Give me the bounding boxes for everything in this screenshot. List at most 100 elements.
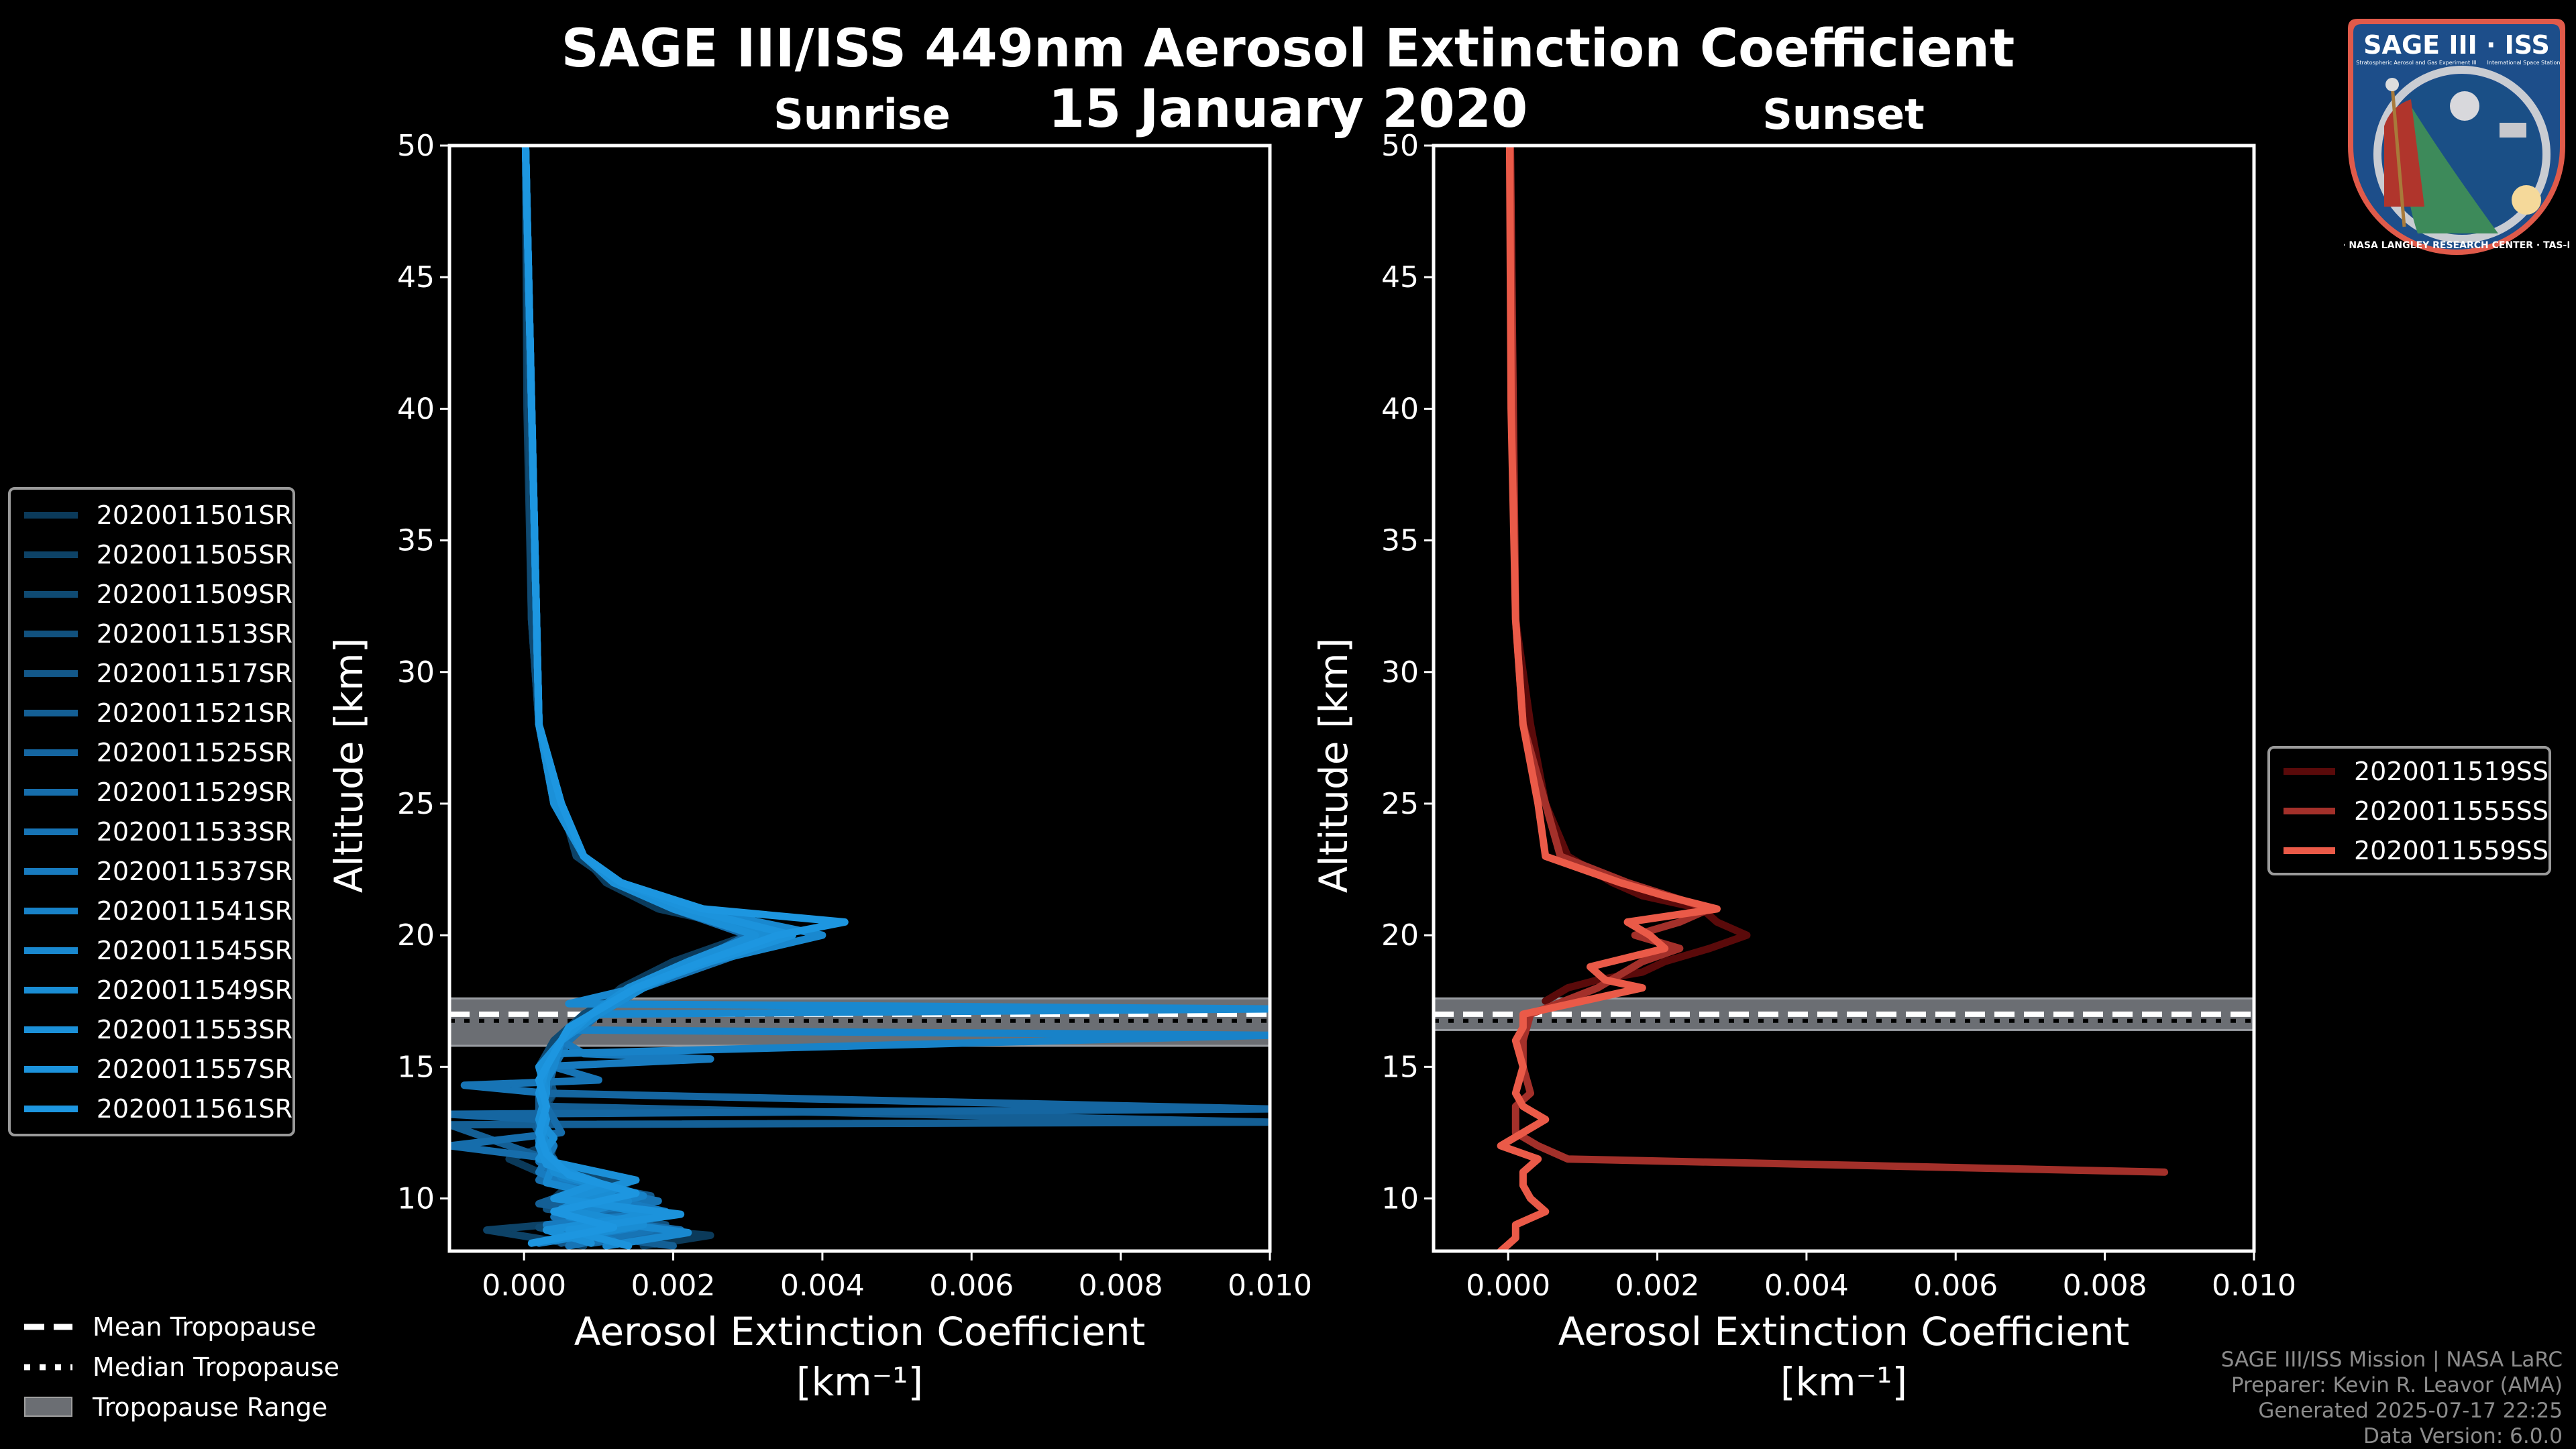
legend-label: 2020011525SR [96,737,292,767]
legend-line-swatch [24,867,78,875]
legend-label: 2020011541SR [96,896,292,926]
logo-ring-text: BALL · NASA LANGLEY RESEARCH CENTER · TA… [2344,240,2569,251]
legend-line-swatch [2284,807,2335,814]
legend-item-2020011519SS: 2020011519SS [2270,751,2548,791]
sage-iii-iss-logo: SAGE III · ISS Stratospheric Aerosol and… [2344,19,2569,255]
credit-generated: Generated 2025-07-17 22:25 [2258,1399,2563,1423]
sunrise-legend: 2020011501SR 2020011505SR 2020011509SR 2020… [8,487,295,1136]
x-tick-label: 0.010 [2212,1269,2296,1303]
x-axis-label: Aerosol Extinction Coefficient [1558,1309,2130,1354]
series-line-2020011525SR [449,146,1270,1244]
panel-title-sunrise: Sunrise [773,90,951,139]
legend-label: 2020011545SR [96,935,292,965]
legend-item-2020011521SR: 2020011521SR [11,693,292,733]
y-tick-label: 10 [397,1182,435,1216]
series-line-2020011519SS [1507,146,1751,1005]
legend-item-2020011525SR: 2020011525SR [11,733,292,772]
x-tick-label: 0.010 [1228,1269,1312,1303]
x-tick-label: 0.006 [1913,1269,1998,1303]
y-tick-label: 35 [1381,524,1419,558]
y-tick-label: 45 [1381,260,1419,294]
y-tick-label: 25 [397,787,435,821]
series-line-2020011541SR [521,146,1270,1247]
legend-item-2020011559SS: 2020011559SS [2270,830,2548,870]
x-axis-unit: [km⁻¹] [1780,1359,1907,1405]
legend-item-2020011533SR: 2020011533SR [11,812,292,851]
legend-line-swatch [24,1105,78,1112]
legend-line-swatch [24,669,78,677]
legend-label: Median Tropopause [93,1352,339,1382]
credit-preparer: Preparer: Kevin R. Leavor (AMA) [2231,1373,2563,1397]
legend-label: 2020011555SS [2353,796,2548,826]
legend-item-median-tropopause: Median Tropopause [24,1347,339,1387]
legend-label: 2020011561SR [96,1093,292,1124]
y-axis-label: Altitude [km] [326,638,372,893]
panel-title-sunset: Sunset [1762,90,1925,139]
dotted-line-icon [24,1364,72,1371]
x-tick-label: 0.008 [2063,1269,2147,1303]
y-tick-label: 35 [397,524,435,558]
y-tick-label: 15 [397,1050,435,1084]
x-tick-label: 0.004 [1764,1269,1849,1303]
x-tick-label: 0.006 [929,1269,1014,1303]
legend-line-swatch [24,1026,78,1033]
legend-line-swatch [24,551,78,558]
legend-item-tropopause-range: Tropopause Range [24,1387,339,1428]
legend-label: Tropopause Range [93,1393,328,1422]
x-tick-label: 0.008 [1079,1269,1163,1303]
legend-item-2020011553SR: 2020011553SR [11,1010,292,1049]
legend-label: 2020011501SR [96,500,292,530]
x-tick-label: 0.002 [631,1269,716,1303]
legend-label: 2020011537SR [96,856,292,886]
legend-label: 2020011521SR [96,698,292,728]
sunset-legend: 2020011519SS 2020011555SS 2020011559SS [2267,746,2551,875]
x-tick-label: 0.000 [482,1269,566,1303]
legend-item-2020011561SR: 2020011561SR [11,1089,292,1128]
y-tick-label: 50 [1381,129,1419,163]
legend-line-swatch [2284,767,2335,775]
legend-line-swatch [24,947,78,954]
legend-line-swatch [24,986,78,994]
legend-label: 2020011533SR [96,816,292,847]
x-tick-label: 0.000 [1466,1269,1550,1303]
legend-label: 2020011505SR [96,539,292,570]
y-tick-label: 30 [397,655,435,690]
series-line-2020011537SR [521,146,782,1244]
series-line-2020011513SR [521,146,789,1244]
legend-item-2020011513SR: 2020011513SR [11,614,292,653]
legend-label: 2020011529SR [96,777,292,807]
y-tick-label: 25 [1381,787,1419,821]
legend-line-swatch [24,1065,78,1073]
y-tick-label: 30 [1381,655,1419,690]
legend-label: Mean Tropopause [93,1312,317,1342]
legend-label: 2020011549SR [96,975,292,1005]
legend-item-2020011557SR: 2020011557SR [11,1049,292,1089]
legend-line-swatch [24,630,78,637]
x-tick-label: 0.002 [1615,1269,1700,1303]
y-tick-label: 45 [397,260,435,294]
y-tick-label: 40 [397,392,435,426]
legend-item-2020011541SR: 2020011541SR [11,891,292,930]
x-tick-label: 0.004 [780,1269,865,1303]
series-group [1497,146,2169,1251]
legend-line-swatch [24,788,78,796]
moon-icon [2450,91,2479,121]
legend-line-swatch [2284,847,2335,854]
chart-title: SAGE III/ISS 449nm Aerosol Extinction Co… [561,19,2015,79]
x-axis-label: Aerosol Extinction Coefficient [574,1309,1146,1354]
axes-frame [1432,144,2256,1253]
legend-line-swatch [24,709,78,716]
iss-icon [2500,123,2526,138]
credit-mission: SAGE III/ISS Mission | NASA LaRC [2220,1348,2563,1372]
y-tick-label: 20 [397,918,435,953]
sunset-panel: 0.000 0.002 0.004 0.006 0.008 0.010 10 15 20 25 30… [1311,129,2296,1405]
legend-item-2020011549SR: 2020011549SR [11,970,292,1010]
legend-line-swatch [24,749,78,756]
y-tick-label: 20 [1381,918,1419,953]
legend-line-swatch [24,511,78,519]
credits: SAGE III/ISS Mission | NASA LaRC Prepare… [2221,1347,2563,1449]
sun-icon [2512,185,2541,215]
legend-item-2020011555SS: 2020011555SS [2270,791,2548,830]
legend-label: 2020011509SR [96,579,292,609]
